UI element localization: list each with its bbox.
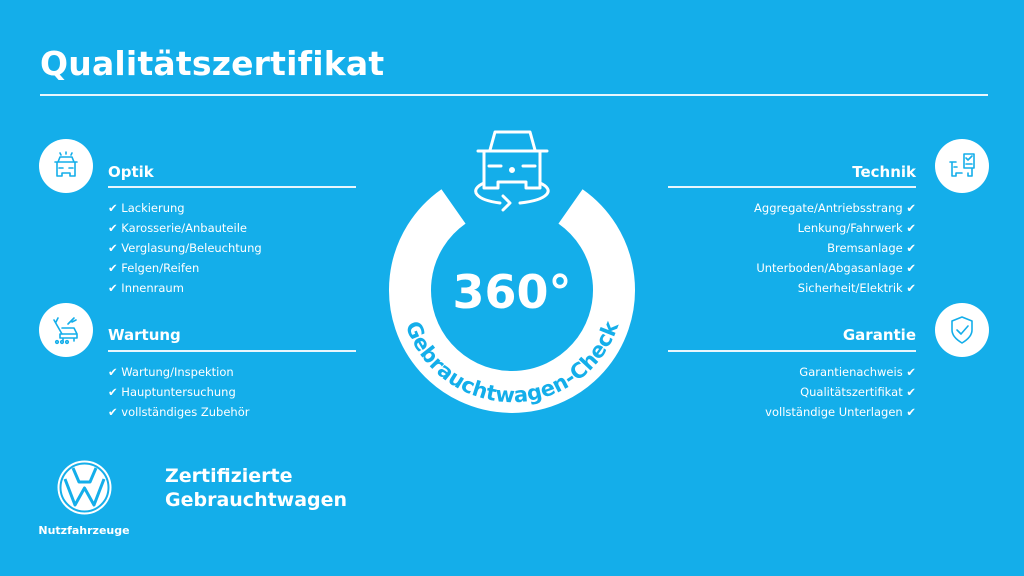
- list-item: ✔ Hauptuntersuchung: [108, 385, 236, 399]
- shield-check-icon: [951, 316, 973, 344]
- car-rotate-icon: [474, 130, 550, 212]
- list-item: ✔ Karosserie/Anbauteile: [108, 221, 247, 235]
- garantie-divider: [668, 350, 916, 352]
- garantie-title: Garantie: [842, 326, 916, 344]
- list-item: Bremsanlage ✔: [827, 241, 916, 255]
- wartung-title: Wartung: [108, 326, 181, 344]
- technik-icon-circle: [935, 139, 989, 193]
- badge-degrees: 360°: [452, 265, 571, 319]
- badge-ring: [389, 189, 635, 413]
- list-item: ✔ Felgen/Reifen: [108, 261, 200, 275]
- wartung-icon-circle: [39, 303, 93, 357]
- logo-caption: Nutzfahrzeuge: [38, 524, 130, 537]
- optik-divider: [108, 186, 356, 188]
- technik-divider: [668, 186, 916, 188]
- brand-line-2: Gebrauchtwagen: [165, 489, 348, 511]
- garantie-list: Garantienachweis ✔ Qualitätszertifikat ✔…: [765, 362, 916, 422]
- car-front-lights-icon: [54, 151, 78, 177]
- list-item: Qualitätszertifikat ✔: [800, 385, 916, 399]
- brand-line-1: Zertifizierte: [165, 465, 293, 487]
- service-tools-icon: [53, 317, 78, 345]
- brand-tagline: Zertifizierte Gebrauchtwagen: [165, 464, 347, 512]
- list-item: ✔ vollständiges Zubehör: [108, 405, 250, 419]
- list-item: Unterboden/Abgasanlage ✔: [756, 261, 916, 275]
- wartung-list: ✔ Wartung/Inspektion ✔ Hauptuntersuchung…: [108, 362, 249, 422]
- technik-title: Technik: [852, 163, 916, 181]
- optik-list: ✔ Lackierung ✔ Karosserie/Anbauteile ✔ V…: [108, 198, 262, 298]
- list-item: ✔ Innenraum: [108, 281, 184, 295]
- optik-title: Optik: [108, 163, 154, 181]
- list-item: ✔ Lackierung: [108, 201, 185, 215]
- list-item: Aggregate/Antriebsstrang ✔: [754, 201, 916, 215]
- car-checklist-icon: [949, 153, 975, 177]
- list-item: vollständige Unterlagen ✔: [765, 405, 916, 419]
- garantie-icon-circle: [935, 303, 989, 357]
- page-title: Qualitätszertifikat: [40, 44, 385, 83]
- title-divider: [40, 94, 988, 96]
- list-item: ✔ Verglasung/Beleuchtung: [108, 241, 262, 255]
- optik-icon-circle: [39, 139, 93, 193]
- technik-list: Aggregate/Antriebsstrang ✔ Lenkung/Fahrw…: [754, 198, 916, 298]
- list-item: ✔ Wartung/Inspektion: [108, 365, 234, 379]
- list-item: Sicherheit/Elektrik ✔: [797, 281, 916, 295]
- list-item: Garantienachweis ✔: [799, 365, 916, 379]
- list-item: Lenkung/Fahrwerk ✔: [797, 221, 916, 235]
- wartung-divider: [108, 350, 356, 352]
- vw-logo: [57, 460, 112, 515]
